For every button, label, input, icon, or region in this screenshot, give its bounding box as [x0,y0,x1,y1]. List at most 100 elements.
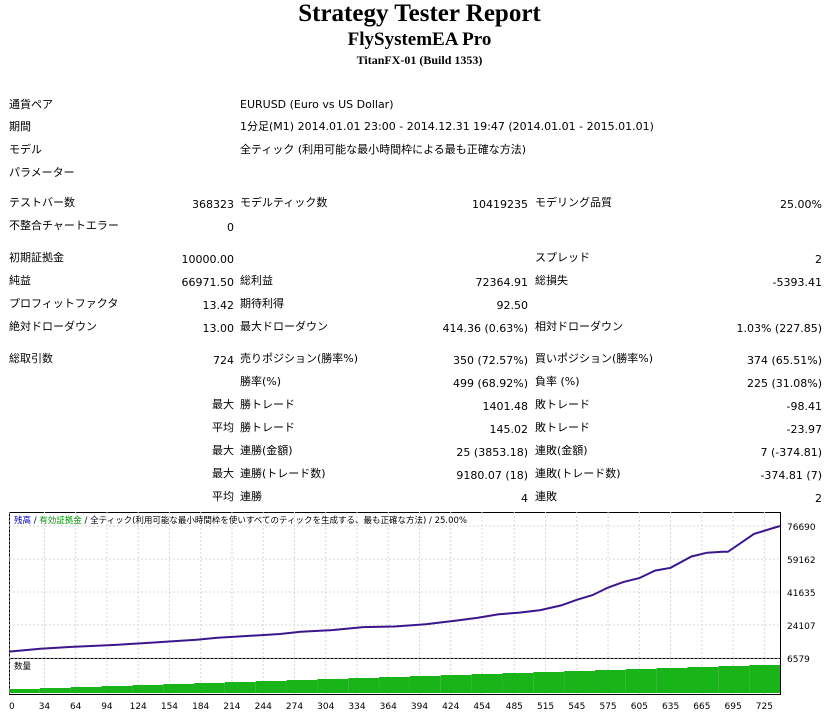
y-tick-label: 59162 [787,556,816,566]
volume-bar [409,676,441,693]
win-rate-value: 499 (68.92%) [452,377,528,390]
total-trades-label: 総取引数 [9,352,53,365]
loss-rate-label: 負率 (%) [535,375,580,388]
volume-bar [194,683,225,693]
x-tick-label: 635 [662,702,679,712]
spread-value: 2 [815,253,822,266]
mismatch-label: 不整合チャートエラー [9,219,119,232]
x-tick-label: 394 [411,702,428,712]
volume-label: 数量 [14,662,32,672]
max-consecutive-loss-value: -374.81 (7) [760,469,822,482]
x-tick-label: 485 [506,702,523,712]
average-consecutive-wins-value: 4 [521,492,528,505]
net-profit-value: 66971.50 [181,276,235,289]
average-consecutive-losses-value: 2 [815,492,822,505]
x-tick-label: 575 [599,702,616,712]
max-consecutive-loss-label: 連敗(トレード数) [535,467,621,480]
gross-profit-label: 総利益 [240,274,273,287]
balance-line [9,525,781,653]
server-build: TitanFX-01 (Build 1353) [356,53,483,67]
x-tick-label: 515 [537,702,554,712]
volume-bar [471,674,503,693]
spread-label: スプレッド [535,251,590,264]
period-value: 1分足(M1) 2014.01.01 23:00 - 2014.12.31 19… [240,120,654,133]
volume-bar [687,667,719,693]
largest-loss-value: -98.41 [786,400,822,413]
average-consecutive-wins-label: 連勝 [240,490,262,503]
max-consecutive-profit-label: 連勝(トレード数) [240,467,326,480]
maximal-label: 最大 [212,467,234,480]
volume-bar [70,687,102,693]
x-tick-label: 304 [317,702,334,712]
volume-bar [564,671,595,693]
gross-profit-value: 72364.91 [475,276,529,289]
average-win-value: 145.02 [489,423,529,436]
volume-bar [163,684,195,693]
balance-chart: 76690 59162 41635 24107 6579 0 34 64 94 124 154 18… [9,512,816,712]
total-trades-value: 724 [213,354,234,367]
profit-factor-label: プロフィットファクタ [9,297,119,310]
average-consecutive-label: 平均 [212,490,234,503]
volume-bar [379,677,410,693]
model-label: モデル [9,143,42,156]
expected-payoff-label: 期待利得 [240,297,284,310]
quality-label: モデリング品質 [535,196,612,209]
bars-label: テストバー数 [9,196,75,209]
x-tick-label: 124 [130,702,147,712]
volume-bar [533,672,565,693]
volume-bar [9,689,40,693]
max-consecutive-wins-value: 25 (3853.18) [456,446,528,459]
volume-bar [224,682,256,693]
average-loss-label: 敗トレード [535,421,590,434]
net-profit-label: 純益 [9,274,31,287]
maximal-drawdown-value: 414.36 (0.63%) [442,322,528,335]
expected-payoff-value: 92.50 [496,299,529,312]
x-tick-label: 0 [9,702,15,712]
maximum-label: 最大 [212,444,234,457]
absolute-drawdown-label: 絶対ドローダウン [9,320,97,333]
gross-loss-value: -5393.41 [772,276,822,289]
max-consecutive-losses-label: 連敗(金額) [535,444,588,457]
average-win-label: 勝トレード [240,421,295,434]
legend-model: 全ティック(利用可能な最小時間枠を使いすべてのティックを生成する、最も正確な方法… [90,516,427,526]
x-tick-label: 154 [161,702,178,712]
largest-loss-label: 敗トレード [535,398,590,411]
symbol-label: 通貨ペア [9,98,53,111]
largest-win-value: 1401.48 [482,400,529,413]
ticks-value: 10419235 [472,198,528,211]
long-positions-label: 買いポジション(勝率%) [535,352,654,365]
absolute-drawdown-value: 13.00 [202,322,235,335]
mismatch-value: 0 [227,221,234,234]
x-tick-label: 94 [101,702,113,712]
expert-name: FlySystemEA Pro [347,29,492,50]
relative-drawdown-value: 1.03% (227.85) [736,322,822,335]
model-value: 全ティック (利用可能な最小時間枠による最も正確な方法) [240,143,527,156]
ticks-label: モデルティック数 [240,196,328,209]
legend-equity: 有効証拠金 [39,516,82,526]
legend-quality: 25.00% [434,516,467,526]
report-title: Strategy Tester Report [298,0,541,27]
parameters-label: パラメーター [9,166,75,179]
volume-bar [317,679,349,693]
x-tick-label: 545 [568,702,585,712]
gross-loss-label: 総損失 [535,274,568,287]
long-positions-value: 374 (65.51%) [746,354,822,367]
x-tick-label: 34 [39,702,51,712]
volume-bar [101,686,133,693]
y-tick-label: 41635 [787,589,816,599]
x-tick-label: 274 [286,702,303,712]
chart-frame [9,512,781,695]
deposit-label: 初期証拠金 [9,251,64,264]
largest-win-label: 勝トレード [240,398,295,411]
volume-bar [348,678,380,693]
volume-bar [625,669,657,693]
volume-bar [656,668,688,693]
win-rate-label: 勝率(%) [240,375,282,388]
x-axis-labels: 0 34 64 94 124 154 184 214 244 274 304 334 364 394 424… [9,702,773,712]
short-positions-value: 350 (72.57%) [452,354,528,367]
bars-value: 368323 [192,198,234,211]
x-tick-label: 605 [631,702,648,712]
chart-legend: 残高 / 有効証拠金 / 全ティック(利用可能な最小時間枠を使いすべてのティック… [14,516,467,526]
chart-grid [9,512,780,694]
y-axis-labels: 76690 59162 41635 24107 6579 [787,523,816,665]
